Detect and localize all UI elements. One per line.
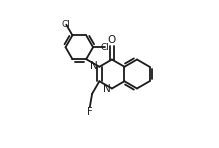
Text: N: N [90, 61, 98, 71]
Text: Cl: Cl [101, 43, 110, 52]
Text: N: N [103, 84, 111, 94]
Text: O: O [108, 35, 116, 45]
Text: F: F [87, 107, 93, 117]
Text: Cl: Cl [62, 20, 71, 29]
